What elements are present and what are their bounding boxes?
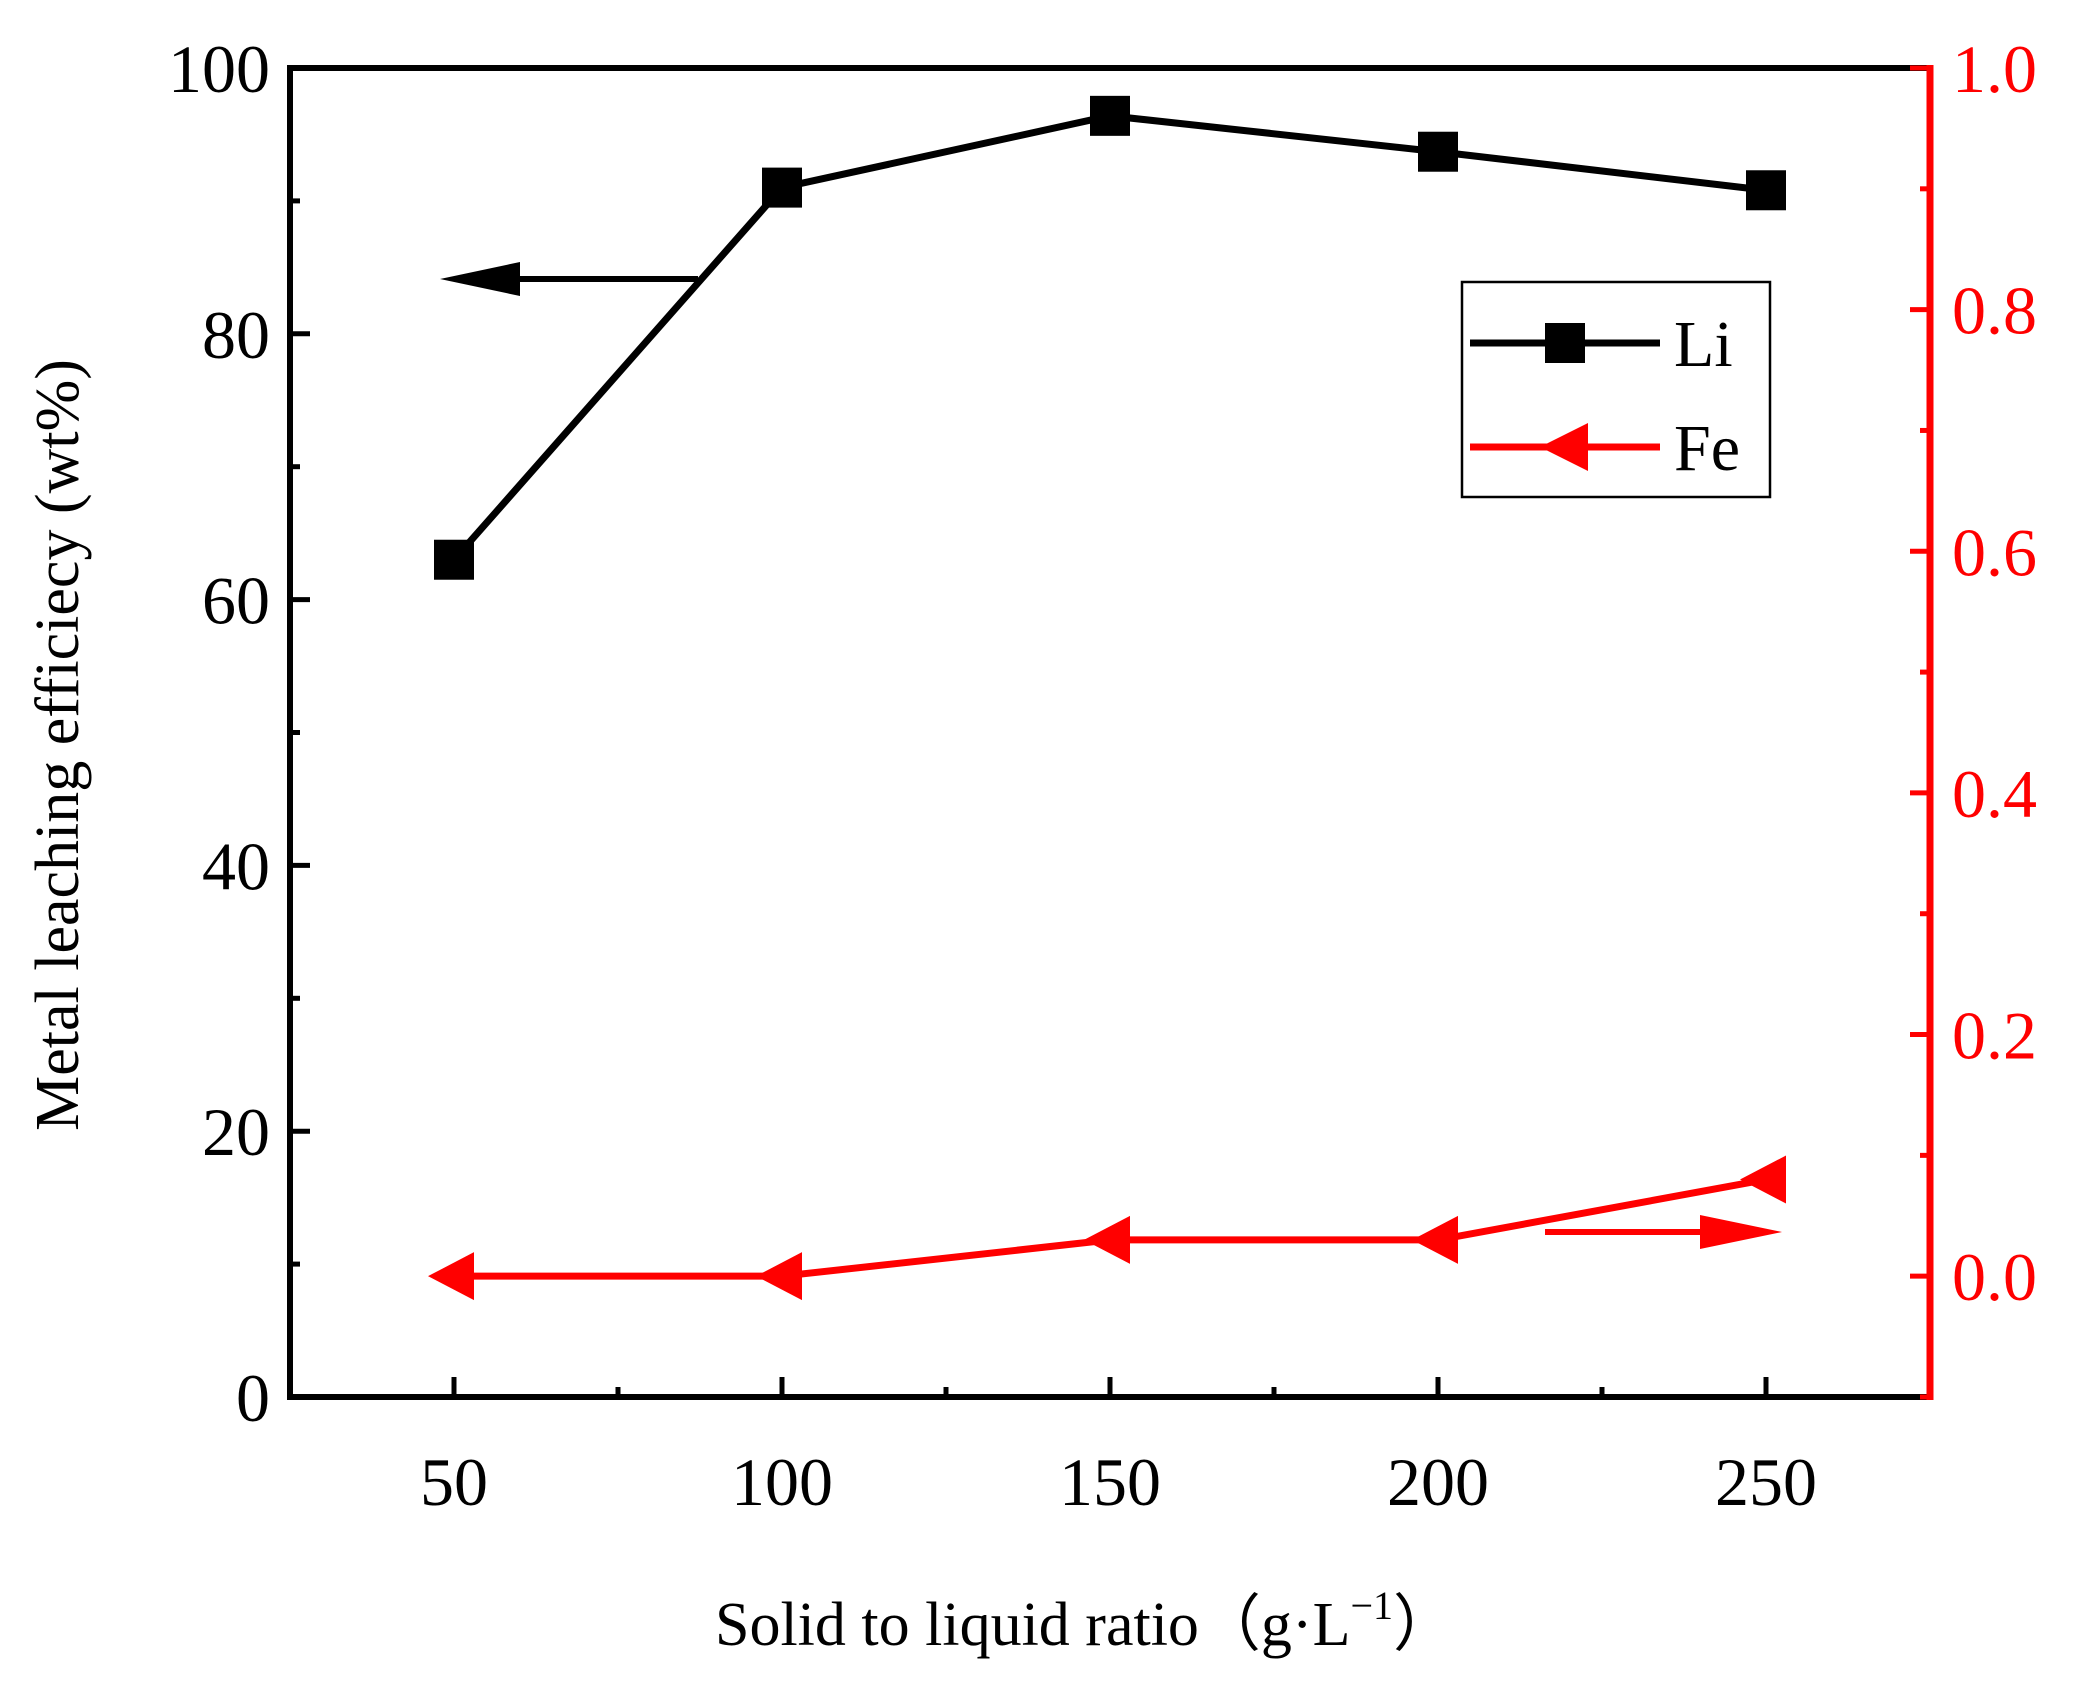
y-tick-label: 80 xyxy=(202,297,270,373)
y-axis-title: Metal leaching efficiecy (wt%) xyxy=(24,359,92,1131)
y2-axis-ticks: 0.0 0.2 0.4 0.6 0.8 1.0 xyxy=(1910,31,2037,1400)
y-tick-label: 40 xyxy=(202,828,270,904)
legend-label-li: Li xyxy=(1674,308,1733,381)
arrow-to-left-axis-head xyxy=(440,262,520,296)
data-point-li xyxy=(1746,170,1786,211)
plot-frame xyxy=(287,65,1934,1400)
y2-tick-label: 0.6 xyxy=(1952,514,2037,590)
x-tick-label: 200 xyxy=(1387,1444,1489,1520)
legend-marker-li xyxy=(1545,323,1585,363)
y-tick-label: 60 xyxy=(202,563,270,639)
legend: Li Fe xyxy=(1460,280,1772,499)
x-axis-title-main: Solid to liquid ratio（g·L xyxy=(715,1591,1350,1659)
y-tick-label: 20 xyxy=(202,1094,270,1170)
data-point-fe xyxy=(1084,1215,1130,1264)
x-axis-title-close: ） xyxy=(1393,1591,1455,1659)
y-tick-label: 0 xyxy=(236,1360,270,1436)
data-point-li xyxy=(1418,131,1458,172)
legend-marker-fe xyxy=(1540,423,1588,471)
annotations xyxy=(440,262,1782,1249)
y2-tick-label: 0.2 xyxy=(1952,998,2037,1074)
x-tick-label: 150 xyxy=(1059,1444,1161,1520)
data-point-fe xyxy=(428,1252,474,1301)
data-point-fe xyxy=(1412,1215,1458,1264)
x-tick-label: 100 xyxy=(731,1444,833,1520)
y-axis-ticks: 0 20 40 60 80 100 xyxy=(168,31,310,1436)
arrow-to-right-axis-head xyxy=(1700,1215,1782,1249)
x-axis-title: Solid to liquid ratio（g·L−1） xyxy=(715,1583,1455,1659)
series-layer xyxy=(428,95,1786,1301)
y2-tick-label: 0.4 xyxy=(1952,756,2037,832)
x-axis-ticks: 50 100 150 200 250 xyxy=(420,1377,1817,1520)
y-tick-label: 100 xyxy=(168,31,270,107)
data-point-li xyxy=(1090,95,1130,136)
data-point-li xyxy=(762,167,802,208)
y2-tick-label: 0.8 xyxy=(1952,273,2037,349)
x-axis-title-superscript: −1 xyxy=(1350,1583,1393,1628)
legend-label-fe: Fe xyxy=(1674,412,1740,485)
data-point-fe xyxy=(756,1252,802,1301)
data-point-li xyxy=(434,539,474,580)
y2-tick-label: 1.0 xyxy=(1952,31,2037,107)
x-tick-label: 250 xyxy=(1715,1444,1817,1520)
x-tick-label: 50 xyxy=(420,1444,488,1520)
legend-box xyxy=(1460,280,1772,499)
y2-tick-label: 0.0 xyxy=(1952,1239,2037,1315)
data-point-fe xyxy=(1740,1155,1786,1204)
